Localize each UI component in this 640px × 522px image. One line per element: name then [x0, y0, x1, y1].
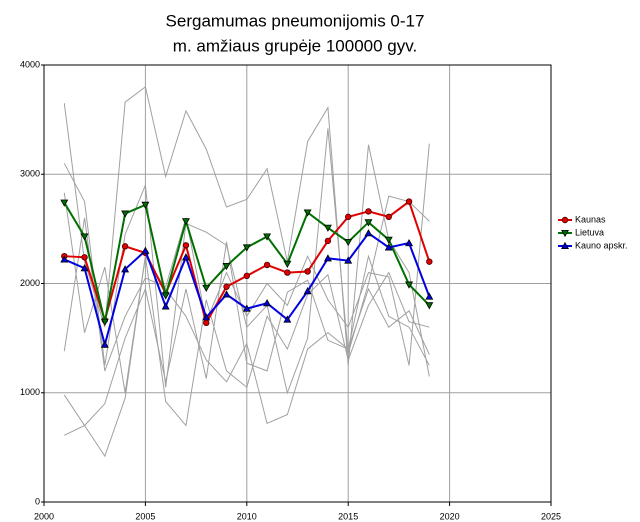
y-tick-label: 0	[35, 496, 40, 506]
x-tick-label: 2015	[338, 511, 358, 521]
chart-title: Sergamumas pneumonijomis 0-17	[166, 11, 425, 30]
marker	[364, 219, 373, 227]
marker	[203, 319, 210, 327]
marker	[100, 340, 109, 348]
plot-frame	[43, 64, 552, 503]
marker	[283, 260, 292, 268]
marker	[242, 244, 251, 252]
x-tick-label: 2010	[237, 511, 257, 521]
marker	[121, 243, 129, 250]
legend-label: Kaunas	[575, 214, 606, 224]
marker	[81, 254, 88, 261]
marker	[243, 272, 250, 280]
legend-label: Kauno apskr.	[575, 240, 628, 250]
marker	[223, 283, 230, 290]
marker	[561, 229, 569, 238]
chart-title: m. amžiaus grupėje 100000 gyv.	[173, 36, 417, 55]
y-tick-label: 3000	[20, 169, 40, 179]
marker	[384, 236, 393, 244]
marker	[80, 233, 89, 241]
marker	[60, 199, 69, 207]
x-tick-label: 2000	[34, 511, 54, 521]
marker	[323, 224, 332, 232]
x-tick-label: 2020	[440, 511, 460, 521]
line	[63, 85, 430, 377]
marker	[323, 254, 332, 262]
marker	[263, 233, 272, 241]
marker	[561, 241, 569, 250]
marker	[161, 292, 170, 300]
marker	[141, 246, 150, 254]
marker	[365, 208, 372, 215]
line	[63, 128, 430, 395]
y-tick-label: 4000	[20, 59, 40, 69]
marker	[405, 198, 413, 205]
marker	[561, 216, 569, 224]
marker	[121, 265, 130, 273]
marker	[405, 238, 414, 247]
marker	[344, 256, 353, 264]
marker	[324, 237, 332, 245]
marker	[303, 287, 312, 295]
marker	[181, 218, 190, 226]
marker	[426, 258, 433, 265]
marker	[284, 269, 291, 276]
marker	[121, 210, 130, 218]
marker	[385, 213, 392, 221]
marker	[60, 255, 69, 263]
marker	[222, 262, 231, 271]
marker	[242, 304, 251, 312]
marker	[425, 302, 434, 310]
marker	[384, 243, 393, 251]
marker	[100, 318, 109, 326]
y-tick-label: 1000	[20, 387, 40, 397]
marker	[181, 253, 190, 261]
marker	[405, 281, 414, 289]
marker	[222, 290, 231, 298]
marker	[364, 229, 373, 237]
marker	[202, 284, 211, 292]
x-tick-label: 2025	[541, 511, 561, 521]
line	[63, 143, 430, 372]
marker	[161, 302, 170, 310]
marker	[141, 201, 150, 209]
marker	[344, 238, 353, 247]
line	[63, 192, 430, 427]
x-tick-label: 2005	[135, 511, 155, 521]
marker	[345, 213, 352, 221]
marker	[182, 242, 190, 249]
marker	[303, 209, 312, 217]
marker	[304, 268, 311, 275]
line	[64, 254, 430, 458]
marker	[283, 315, 292, 323]
y-tick-label: 2000	[20, 278, 40, 288]
marker	[425, 292, 434, 300]
legend-label: Lietuva	[575, 227, 604, 237]
marker	[80, 264, 89, 272]
marker	[263, 299, 272, 307]
marker	[263, 261, 271, 269]
marker	[202, 313, 211, 321]
line	[63, 241, 430, 427]
